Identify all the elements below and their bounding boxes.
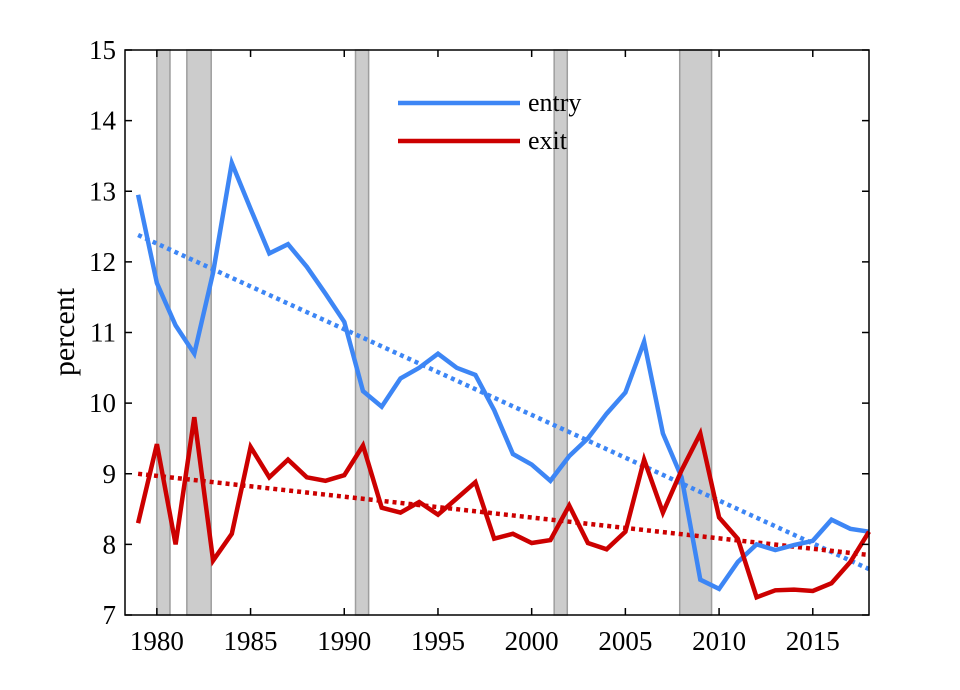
y-tick-label: 14	[89, 106, 117, 136]
x-tick-label: 1990	[317, 626, 371, 656]
recession-band	[678, 49, 713, 616]
y-axis: 7 8 9 10 11 12 13 14 15	[89, 35, 869, 630]
x-axis: 1980 1985 1990 1995 2000 2005 2010 2015	[130, 50, 840, 656]
legend: entry exit	[398, 88, 581, 155]
x-tick-label: 2010	[692, 626, 746, 656]
trend-line-exit	[137, 471, 870, 558]
y-tick-label: 13	[89, 176, 116, 206]
y-tick-label: 8	[103, 529, 117, 559]
y-tick-label: 11	[90, 318, 116, 348]
x-tick-label: 1985	[224, 626, 278, 656]
series-line-entry	[135, 154, 870, 592]
y-tick-label: 7	[103, 600, 117, 630]
y-tick-label: 9	[103, 459, 117, 489]
recession-band	[156, 49, 171, 616]
y-tick-label: 12	[89, 247, 116, 277]
recession-band	[354, 49, 370, 616]
data-lines	[135, 154, 871, 601]
recession-bands	[156, 49, 713, 616]
x-tick-label: 2015	[786, 626, 840, 656]
plot-area-frame	[124, 49, 870, 616]
legend-label-exit: exit	[528, 126, 568, 155]
y-axis-label: percent	[48, 287, 81, 376]
trend-line-entry	[137, 232, 870, 572]
y-tick-label: 10	[89, 388, 116, 418]
x-tick-label: 1980	[130, 626, 184, 656]
x-tick-label: 2005	[598, 626, 652, 656]
x-tick-label: 1995	[411, 626, 465, 656]
series-line-exit	[135, 416, 871, 601]
x-tick-label: 2000	[505, 626, 559, 656]
legend-label-entry: entry	[528, 88, 581, 117]
y-tick-label: 15	[89, 35, 116, 65]
trend-lines	[137, 232, 870, 572]
